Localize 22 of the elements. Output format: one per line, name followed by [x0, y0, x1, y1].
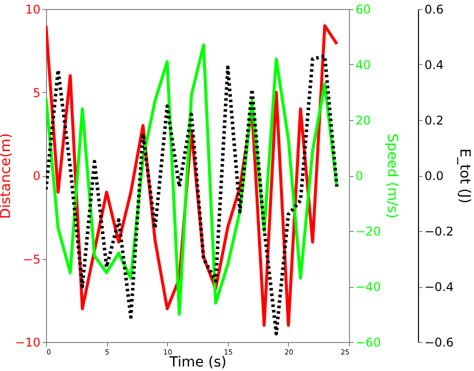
y-tick-label: −10	[15, 336, 40, 350]
y3-tick-label: −0.4	[424, 280, 454, 294]
x-axis-title: Time (s)	[168, 354, 226, 370]
y3-tick-label: 0.4	[424, 58, 444, 72]
y3-tick-label: −0.2	[424, 224, 454, 238]
y2-tick-label: 60	[356, 2, 371, 16]
y2-axis-title: Speed (m/s)	[384, 134, 400, 218]
y2-tick-label: 0	[356, 169, 364, 183]
y-tick-label: 5	[32, 86, 40, 100]
y3-tick-label: 0.0	[424, 169, 444, 183]
y2-tick-label: 20	[356, 114, 371, 128]
y2-tick-label: −60	[356, 336, 381, 350]
y3-tick-label: −0.6	[424, 336, 454, 350]
y-tick-label: 0	[32, 169, 40, 183]
y-tick-label: −5	[22, 252, 40, 266]
y2-tick-label: 40	[356, 58, 371, 72]
y2-tick-label: −40	[356, 280, 381, 294]
y-tick-label: 10	[25, 2, 40, 16]
y2-tick-label: −20	[356, 224, 381, 238]
y3-tick-label: 0.6	[424, 2, 444, 16]
y3-tick-label: 0.2	[424, 114, 444, 128]
y3-axis-title: E_tot (J)	[456, 148, 473, 204]
